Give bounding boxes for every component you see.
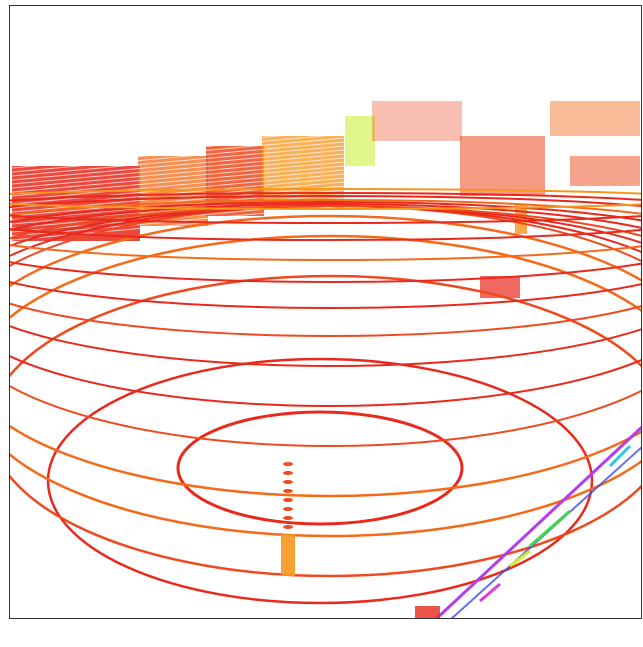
ground-ring [10, 192, 641, 224]
pole-point [283, 525, 293, 529]
ground-ring [10, 203, 641, 309]
ground-ring [46, 357, 594, 605]
ground-ring [10, 188, 641, 210]
pole-point [283, 516, 293, 520]
ground-ring [10, 214, 641, 498]
ground-ring [10, 199, 641, 261]
distant-structures [345, 101, 640, 298]
pole-point [283, 480, 293, 484]
pole-point [283, 471, 293, 475]
ground-scan-rings [10, 188, 641, 605]
ground-ring [10, 274, 641, 578]
ground-ring [176, 410, 464, 526]
lidar-point-cloud [10, 101, 641, 618]
curb-multicolor-line [415, 425, 641, 618]
point-cloud-canvas-frame[interactable] [9, 5, 642, 619]
pole-point [283, 507, 293, 511]
ground-ring [10, 201, 641, 283]
ground-ring [10, 205, 641, 337]
pole-point [283, 498, 293, 502]
pole-point [283, 462, 293, 466]
pole-point [283, 489, 293, 493]
pole-object [281, 462, 295, 576]
ground-ring [10, 234, 641, 538]
ground-ring [10, 195, 641, 241]
